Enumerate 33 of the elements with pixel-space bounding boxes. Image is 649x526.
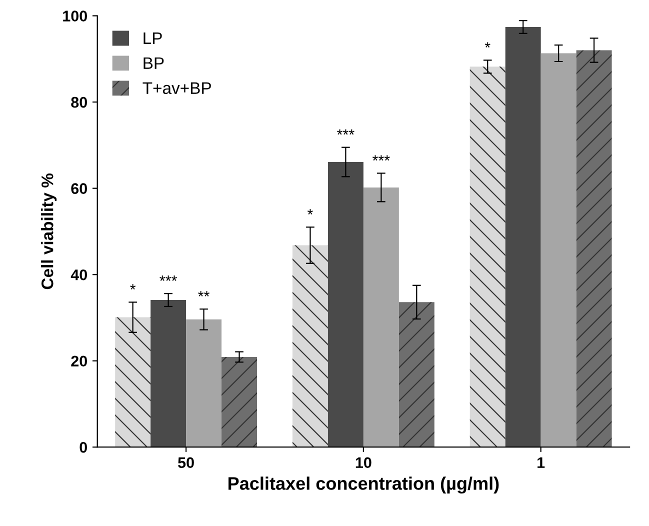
x-tick-label: 50	[178, 457, 194, 468]
legend-label: BP	[144, 57, 164, 69]
x-tick-label: 1	[538, 457, 545, 468]
bar	[470, 66, 506, 448]
bar	[222, 356, 258, 448]
bar	[328, 162, 364, 448]
y-tick-label: 40	[70, 269, 88, 280]
y-tick-label: 0	[80, 442, 87, 453]
legend-label: T+av+BP	[142, 82, 211, 94]
bar	[292, 245, 328, 448]
bar	[150, 300, 186, 448]
bar	[505, 26, 541, 448]
x-tick-label: 10	[356, 457, 372, 468]
y-tick-label: 20	[71, 356, 88, 367]
y-tick-label: 100	[63, 10, 88, 22]
y-tick-label: 80	[71, 96, 88, 108]
data-label: ***	[372, 155, 390, 161]
bar	[576, 50, 612, 448]
data-label: *	[484, 42, 490, 48]
bar	[363, 187, 399, 448]
data-label: ***	[160, 276, 177, 281]
bar	[186, 319, 222, 448]
bar	[540, 53, 576, 448]
y-tick-label: 60	[71, 183, 88, 194]
y-axis-title: Cell viability %	[41, 174, 57, 290]
data-label: *	[130, 284, 136, 290]
legend-label: LP	[144, 32, 162, 44]
bar	[398, 302, 434, 448]
x-axis-title: Paclitaxel concentration (µg/ml)	[228, 476, 499, 494]
data-label: *	[307, 209, 313, 214]
data-label: ***	[337, 129, 354, 135]
bar	[115, 317, 151, 448]
data-label: **	[198, 291, 210, 296]
